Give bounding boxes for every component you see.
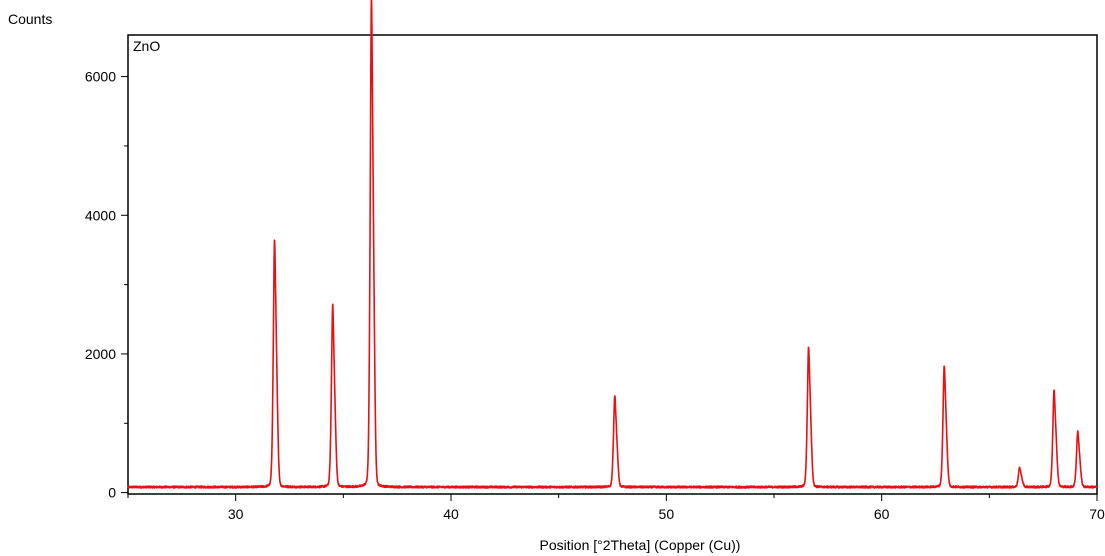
y-tick-label-0: 0	[108, 485, 116, 501]
y-axis: 0 2000 4000 6000	[85, 69, 128, 501]
plot-frame	[127, 34, 1098, 495]
x-tick-label-30: 30	[228, 506, 244, 522]
y-axis-label: Counts	[8, 11, 52, 27]
sample-label: ZnO	[133, 38, 160, 54]
x-axis-label: Position [°2Theta] (Copper (Cu))	[540, 537, 741, 553]
y-tick-label-4000: 4000	[85, 207, 116, 223]
x-axis: 30 40 50 60 70	[127, 494, 1105, 522]
xrd-spectrum-line	[127, 0, 1098, 489]
y-tick-label-6000: 6000	[85, 69, 116, 85]
x-tick-label-60: 60	[874, 506, 890, 522]
y-tick-label-2000: 2000	[85, 346, 116, 362]
x-tick-label-70: 70	[1089, 506, 1105, 522]
x-tick-label-40: 40	[443, 506, 459, 522]
x-tick-label-50: 50	[659, 506, 675, 522]
